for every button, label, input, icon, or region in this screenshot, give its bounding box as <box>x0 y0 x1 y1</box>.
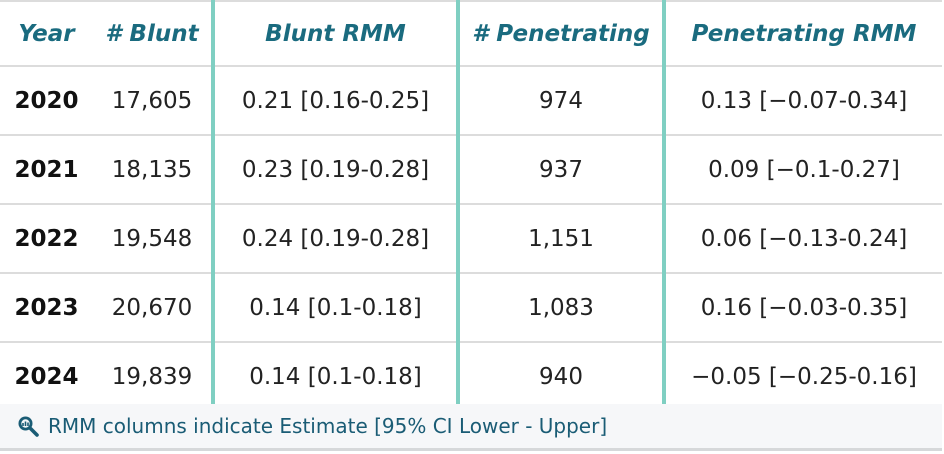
table-row: 2022 19,548 0.24 [0.19-0.28] 1,151 0.06 … <box>0 204 942 274</box>
penetrating-count-cell: 1,151 <box>458 204 666 274</box>
header-penetrating-rmm: Penetrating RMM <box>664 0 942 67</box>
table-row: 2023 20,670 0.14 [0.1-0.18] 1,083 0.16 [… <box>0 273 942 343</box>
year-cell: 2020 <box>0 66 93 136</box>
header-penetrating-count: # Penetrating <box>458 0 666 67</box>
penetrating-count-cell: 940 <box>458 342 666 412</box>
table-row: 2021 18,135 0.23 [0.19-0.28] 937 0.09 [−… <box>0 135 942 205</box>
penetrating-count-cell: 974 <box>458 66 666 136</box>
year-cell: 2023 <box>0 273 93 343</box>
header-blunt-rmm: Blunt RMM <box>213 0 460 67</box>
results-table: Year # Blunt Blunt RMM # Penetrating Pen… <box>0 0 942 412</box>
blunt-count-cell: 19,548 <box>93 204 215 274</box>
blunt-rmm-cell: 0.14 [0.1-0.18] <box>213 273 460 343</box>
penetrating-rmm-cell: 0.06 [−0.13-0.24] <box>664 204 942 274</box>
blunt-rmm-cell: 0.14 [0.1-0.18] <box>213 342 460 412</box>
blunt-rmm-cell: 0.24 [0.19-0.28] <box>213 204 460 274</box>
header-blunt-count: # Blunt <box>93 0 215 67</box>
header-year: Year <box>0 0 93 67</box>
table-row: 2020 17,605 0.21 [0.16-0.25] 974 0.13 [−… <box>0 66 942 136</box>
penetrating-rmm-cell: 0.13 [−0.07-0.34] <box>664 66 942 136</box>
blunt-count-cell: 20,670 <box>93 273 215 343</box>
table-footnote: RMM columns indicate Estimate [95% CI Lo… <box>0 404 942 451</box>
penetrating-rmm-cell: 0.16 [−0.03-0.35] <box>664 273 942 343</box>
header-row: Year # Blunt Blunt RMM # Penetrating Pen… <box>0 0 942 67</box>
penetrating-count-cell: 937 <box>458 135 666 205</box>
penetrating-rmm-cell: 0.09 [−0.1-0.27] <box>664 135 942 205</box>
year-cell: 2021 <box>0 135 93 205</box>
blunt-rmm-cell: 0.21 [0.16-0.25] <box>213 66 460 136</box>
penetrating-rmm-cell: −0.05 [−0.25-0.16] <box>664 342 942 412</box>
year-cell: 2024 <box>0 342 93 412</box>
year-cell: 2022 <box>0 204 93 274</box>
penetrating-count-cell: 1,083 <box>458 273 666 343</box>
footnote-text: RMM columns indicate Estimate [95% CI Lo… <box>48 414 608 438</box>
magnifier-icon <box>18 416 39 437</box>
blunt-count-cell: 18,135 <box>93 135 215 205</box>
table-row: 2024 19,839 0.14 [0.1-0.18] 940 −0.05 [−… <box>0 342 942 412</box>
blunt-count-cell: 19,839 <box>93 342 215 412</box>
blunt-rmm-cell: 0.23 [0.19-0.28] <box>213 135 460 205</box>
blunt-count-cell: 17,605 <box>93 66 215 136</box>
